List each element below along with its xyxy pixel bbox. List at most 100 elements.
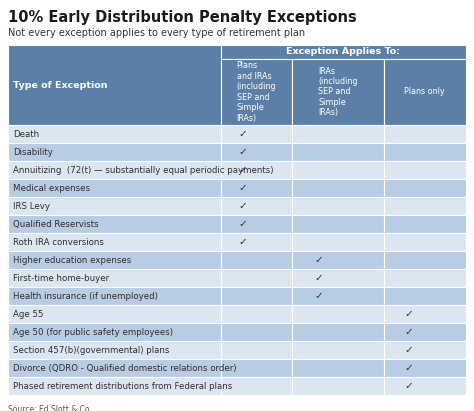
Text: Age 55: Age 55 (13, 309, 44, 319)
Text: ✓: ✓ (315, 273, 324, 283)
Bar (8, 305, 221, 323)
Text: Qualified Reservists: Qualified Reservists (13, 219, 99, 229)
Text: Plans only: Plans only (404, 88, 445, 97)
Bar (383, 197, 466, 215)
Text: First-time home-buyer: First-time home-buyer (13, 273, 109, 282)
Bar (292, 305, 383, 323)
Bar (8, 143, 221, 161)
Bar (221, 251, 292, 269)
Text: ✓: ✓ (239, 165, 247, 175)
Text: Source: Ed Slott & Co.: Source: Ed Slott & Co. (8, 405, 92, 411)
Bar (383, 179, 466, 197)
Text: 10% Early Distribution Penalty Exceptions: 10% Early Distribution Penalty Exception… (8, 10, 357, 25)
Text: Disability: Disability (13, 148, 53, 157)
Bar (292, 251, 383, 269)
Text: ✓: ✓ (404, 327, 413, 337)
Text: Annuitizing  (72(t) — substantially equal periodic payments): Annuitizing (72(t) — substantially equal… (13, 166, 273, 175)
Text: Phased retirement distributions from Federal plans: Phased retirement distributions from Fed… (13, 381, 232, 390)
Bar (221, 305, 292, 323)
Bar (221, 323, 292, 341)
Bar (221, 143, 292, 161)
Bar (221, 269, 292, 287)
Text: Age 50 (for public safety employees): Age 50 (for public safety employees) (13, 328, 173, 337)
Text: ✓: ✓ (404, 363, 413, 373)
Bar (383, 269, 466, 287)
Text: ✓: ✓ (239, 147, 247, 157)
Text: Higher education expenses: Higher education expenses (13, 256, 131, 265)
Text: ✓: ✓ (404, 345, 413, 355)
Bar (292, 197, 383, 215)
Bar (292, 215, 383, 233)
Text: ✓: ✓ (239, 237, 247, 247)
Bar (383, 305, 466, 323)
Bar (8, 341, 221, 359)
Bar (292, 59, 383, 125)
Text: ✓: ✓ (239, 183, 247, 193)
Text: Section 457(b)(governmental) plans: Section 457(b)(governmental) plans (13, 346, 169, 355)
Bar (383, 143, 466, 161)
Bar (8, 125, 221, 143)
Bar (383, 59, 466, 125)
Bar (8, 377, 221, 395)
Text: Death: Death (13, 129, 39, 139)
Bar (8, 233, 221, 251)
Bar (8, 359, 221, 377)
Text: ✓: ✓ (404, 309, 413, 319)
Bar (292, 341, 383, 359)
Bar (8, 251, 221, 269)
Bar (383, 215, 466, 233)
Bar (292, 377, 383, 395)
Bar (221, 359, 292, 377)
Text: IRS Levy: IRS Levy (13, 201, 50, 210)
Bar (383, 233, 466, 251)
Bar (8, 161, 221, 179)
Bar (8, 269, 221, 287)
Bar (221, 377, 292, 395)
Bar (221, 125, 292, 143)
Bar (292, 125, 383, 143)
Bar (8, 45, 221, 125)
Bar (383, 341, 466, 359)
Text: ✓: ✓ (404, 381, 413, 391)
Bar (292, 323, 383, 341)
Bar (383, 251, 466, 269)
Bar (292, 179, 383, 197)
Text: ✓: ✓ (239, 219, 247, 229)
Bar (221, 161, 292, 179)
Bar (221, 45, 466, 59)
Bar (292, 161, 383, 179)
Bar (8, 287, 221, 305)
Bar (8, 323, 221, 341)
Text: ✓: ✓ (239, 129, 247, 139)
Text: ✓: ✓ (315, 291, 324, 301)
Bar (383, 377, 466, 395)
Bar (221, 59, 292, 125)
Bar (383, 125, 466, 143)
Bar (383, 161, 466, 179)
Text: ✓: ✓ (315, 255, 324, 265)
Bar (292, 233, 383, 251)
Text: Exception Applies To:: Exception Applies To: (286, 48, 401, 56)
Bar (221, 197, 292, 215)
Bar (221, 233, 292, 251)
Text: IRAs
(including
SEP and
Simple
IRAs): IRAs (including SEP and Simple IRAs) (318, 67, 357, 117)
Bar (292, 143, 383, 161)
Bar (8, 215, 221, 233)
Bar (8, 179, 221, 197)
Bar (383, 323, 466, 341)
Bar (292, 359, 383, 377)
Text: Divorce (QDRO - Qualified domestic relations order): Divorce (QDRO - Qualified domestic relat… (13, 363, 237, 372)
Bar (221, 287, 292, 305)
Bar (221, 341, 292, 359)
Bar (292, 287, 383, 305)
Bar (221, 215, 292, 233)
Text: Not every exception applies to every type of retirement plan: Not every exception applies to every typ… (8, 28, 305, 38)
Text: Type of Exception: Type of Exception (13, 81, 108, 90)
Bar (221, 179, 292, 197)
Bar (383, 359, 466, 377)
Bar (383, 287, 466, 305)
Bar (292, 269, 383, 287)
Bar (8, 197, 221, 215)
Text: ✓: ✓ (239, 201, 247, 211)
Text: Health insurance (if unemployed): Health insurance (if unemployed) (13, 291, 158, 300)
